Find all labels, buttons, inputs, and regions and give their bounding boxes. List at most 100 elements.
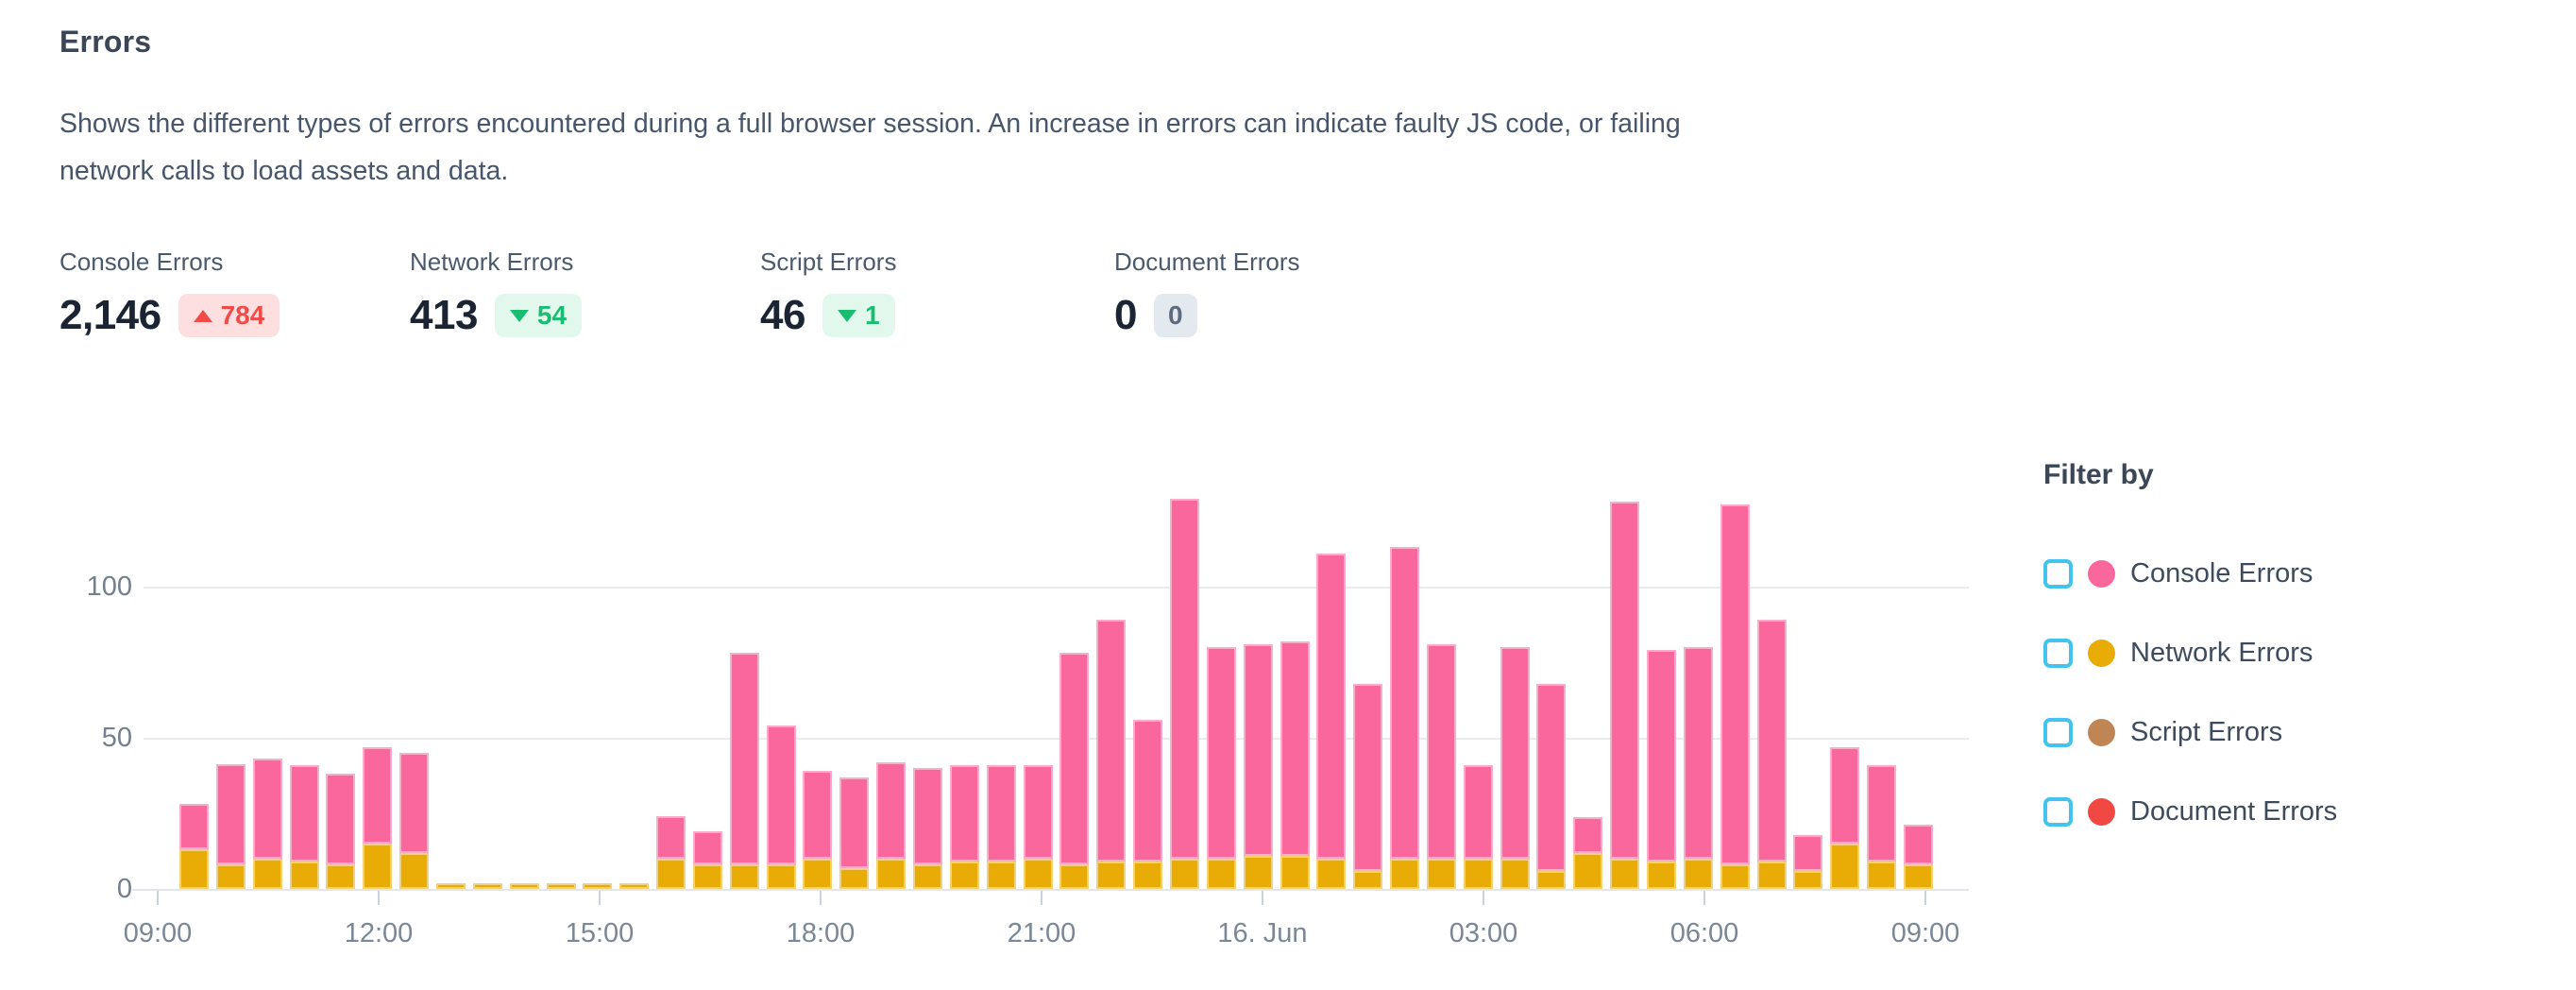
bar-segment-console-errors[interactable]	[1390, 547, 1419, 859]
bar-segment-console-errors[interactable]	[1133, 720, 1162, 862]
stacked-bar[interactable]	[1244, 644, 1273, 889]
bar-segment-network-errors[interactable]	[1904, 864, 1933, 889]
bar-segment-console-errors[interactable]	[399, 753, 429, 853]
stacked-bar[interactable]	[987, 765, 1016, 889]
bar-segment-network-errors[interactable]	[1390, 859, 1419, 889]
bar-segment-network-errors[interactable]	[473, 883, 502, 889]
stacked-bar[interactable]	[1096, 620, 1126, 889]
bar-segment-network-errors[interactable]	[510, 883, 539, 889]
stacked-bar[interactable]	[253, 759, 282, 889]
stacked-bar[interactable]	[950, 765, 979, 889]
stacked-bar[interactable]	[1647, 650, 1676, 889]
stacked-bar[interactable]	[510, 883, 539, 889]
bar-segment-console-errors[interactable]	[253, 759, 282, 859]
stacked-bar[interactable]	[363, 747, 392, 889]
legend-item-console-errors[interactable]: Console Errors	[2043, 557, 2313, 589]
stacked-bar[interactable]	[1867, 765, 1896, 889]
stacked-bar[interactable]	[1610, 502, 1639, 889]
legend-checkbox[interactable]	[2043, 796, 2073, 827]
bar-segment-network-errors[interactable]	[253, 859, 282, 889]
stacked-bar[interactable]	[1133, 720, 1162, 889]
bar-segment-console-errors[interactable]	[1244, 644, 1273, 856]
bar-segment-network-errors[interactable]	[436, 883, 466, 889]
stacked-bar[interactable]	[179, 804, 209, 889]
bar-segment-console-errors[interactable]	[730, 653, 759, 864]
bar-segment-console-errors[interactable]	[1720, 504, 1750, 864]
stacked-bar[interactable]	[1500, 647, 1530, 889]
bar-segment-network-errors[interactable]	[656, 859, 686, 889]
bar-segment-console-errors[interactable]	[1904, 825, 1933, 864]
bar-segment-network-errors[interactable]	[1353, 871, 1382, 889]
bar-segment-network-errors[interactable]	[1096, 862, 1126, 889]
bar-segment-console-errors[interactable]	[1536, 684, 1566, 871]
bar-segment-network-errors[interactable]	[767, 864, 796, 889]
stacked-bar[interactable]	[839, 777, 869, 889]
bar-segment-network-errors[interactable]	[583, 883, 612, 889]
stacked-bar[interactable]	[619, 883, 649, 889]
bar-segment-console-errors[interactable]	[656, 816, 686, 859]
bar-segment-console-errors[interactable]	[1464, 765, 1493, 859]
bar-segment-network-errors[interactable]	[1500, 859, 1530, 889]
bar-segment-network-errors[interactable]	[876, 859, 906, 889]
bar-segment-console-errors[interactable]	[326, 774, 355, 864]
bar-segment-network-errors[interactable]	[363, 844, 392, 889]
bar-segment-console-errors[interactable]	[1096, 620, 1126, 862]
bar-segment-console-errors[interactable]	[1427, 644, 1456, 859]
bar-segment-network-errors[interactable]	[730, 864, 759, 889]
bar-segment-console-errors[interactable]	[1059, 653, 1089, 864]
bar-segment-network-errors[interactable]	[950, 862, 979, 889]
bar-segment-console-errors[interactable]	[987, 765, 1016, 862]
stacked-bar[interactable]	[1353, 684, 1382, 889]
bar-segment-console-errors[interactable]	[1830, 747, 1859, 844]
bar-segment-console-errors[interactable]	[693, 831, 722, 864]
bar-segment-console-errors[interactable]	[1610, 502, 1639, 859]
bar-segment-console-errors[interactable]	[839, 777, 869, 868]
bar-segment-console-errors[interactable]	[1793, 835, 1822, 871]
bar-segment-network-errors[interactable]	[1867, 862, 1896, 889]
bar-segment-network-errors[interactable]	[1316, 859, 1346, 889]
stacked-bar[interactable]	[1904, 825, 1933, 889]
bar-segment-console-errors[interactable]	[290, 765, 319, 862]
bar-segment-network-errors[interactable]	[1647, 862, 1676, 889]
bar-segment-console-errors[interactable]	[363, 747, 392, 844]
bar-segment-console-errors[interactable]	[803, 771, 832, 859]
stacked-bar[interactable]	[326, 774, 355, 889]
legend-checkbox[interactable]	[2043, 558, 2073, 589]
stacked-bar[interactable]	[1757, 620, 1787, 889]
bar-segment-network-errors[interactable]	[1024, 859, 1053, 889]
legend-item-network-errors[interactable]: Network Errors	[2043, 637, 2313, 669]
stacked-bar[interactable]	[216, 764, 246, 889]
bar-segment-console-errors[interactable]	[1647, 650, 1676, 862]
bar-segment-console-errors[interactable]	[1573, 817, 1602, 853]
bar-segment-console-errors[interactable]	[1500, 647, 1530, 859]
bar-segment-network-errors[interactable]	[1133, 862, 1162, 889]
bar-segment-console-errors[interactable]	[1757, 620, 1787, 862]
stacked-bar[interactable]	[767, 725, 796, 889]
legend-item-document-errors[interactable]: Document Errors	[2043, 795, 2337, 828]
stacked-bar[interactable]	[1464, 765, 1493, 889]
bar-segment-console-errors[interactable]	[1684, 647, 1713, 859]
bar-segment-network-errors[interactable]	[1280, 856, 1310, 889]
bar-segment-console-errors[interactable]	[1170, 499, 1199, 859]
stacked-bar[interactable]	[473, 883, 502, 889]
stacked-bar[interactable]	[1793, 835, 1822, 889]
bar-segment-console-errors[interactable]	[950, 765, 979, 862]
stacked-bar[interactable]	[583, 883, 612, 889]
bar-segment-network-errors[interactable]	[290, 862, 319, 889]
bar-segment-network-errors[interactable]	[1170, 859, 1199, 889]
bar-segment-network-errors[interactable]	[1059, 864, 1089, 889]
bar-segment-network-errors[interactable]	[1464, 859, 1493, 889]
bar-segment-console-errors[interactable]	[179, 804, 209, 849]
bar-segment-network-errors[interactable]	[179, 849, 209, 889]
bar-segment-console-errors[interactable]	[1353, 684, 1382, 871]
bar-segment-network-errors[interactable]	[1720, 864, 1750, 889]
stacked-bar[interactable]	[1059, 653, 1089, 889]
bar-segment-network-errors[interactable]	[913, 864, 942, 889]
stacked-bar[interactable]	[1280, 641, 1310, 889]
stacked-bar[interactable]	[1024, 765, 1053, 889]
bar-segment-console-errors[interactable]	[767, 725, 796, 864]
bar-segment-network-errors[interactable]	[1244, 856, 1273, 889]
bar-segment-network-errors[interactable]	[399, 853, 429, 889]
stacked-bar[interactable]	[693, 831, 722, 889]
bar-segment-console-errors[interactable]	[913, 768, 942, 864]
